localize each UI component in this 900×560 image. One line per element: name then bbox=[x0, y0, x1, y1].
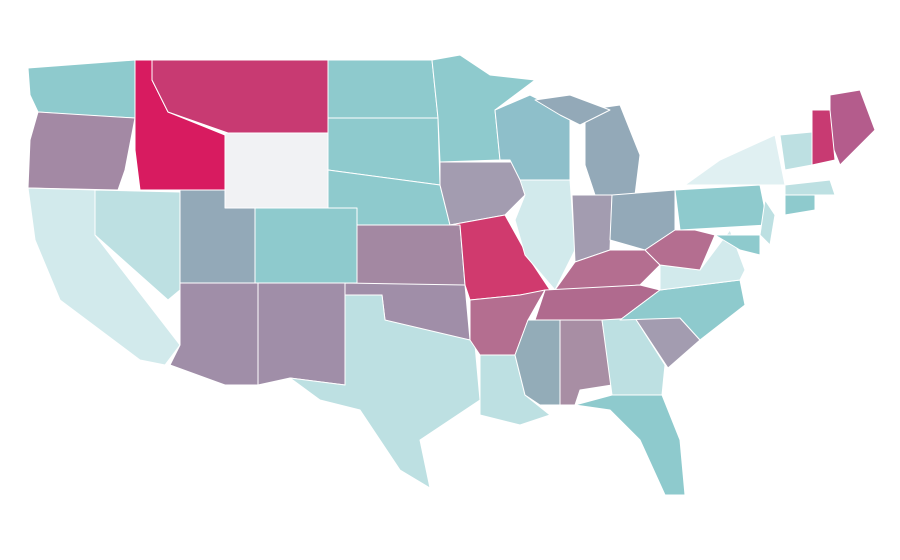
region bbox=[224, 132, 329, 209]
region bbox=[289, 294, 481, 489]
region bbox=[829, 89, 876, 166]
region bbox=[327, 59, 439, 119]
region bbox=[759, 199, 776, 246]
region bbox=[439, 161, 526, 226]
region bbox=[779, 131, 813, 171]
region bbox=[784, 194, 816, 216]
region bbox=[257, 282, 346, 386]
region bbox=[514, 179, 576, 291]
region bbox=[27, 111, 136, 191]
region bbox=[94, 189, 181, 301]
region bbox=[356, 224, 466, 286]
region bbox=[684, 134, 786, 186]
region bbox=[534, 94, 611, 126]
region bbox=[254, 207, 358, 284]
region bbox=[784, 179, 836, 196]
region bbox=[714, 234, 761, 256]
region bbox=[169, 282, 259, 386]
region bbox=[574, 394, 686, 496]
region bbox=[27, 59, 136, 119]
region bbox=[674, 184, 769, 231]
